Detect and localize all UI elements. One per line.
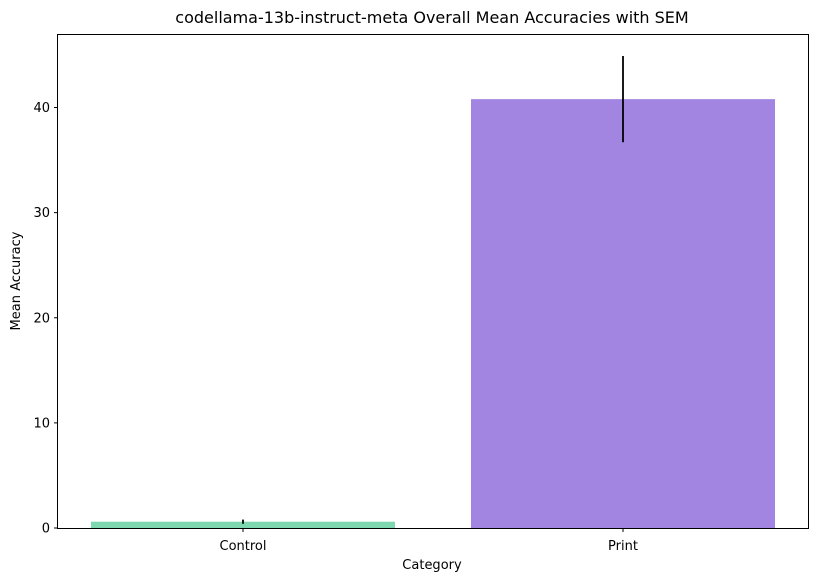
plot-area [91, 56, 775, 529]
x-tick-label: Control [220, 539, 267, 554]
y-axis-label: Mean Accuracy [9, 231, 24, 330]
plot-frame [57, 34, 809, 529]
x-axis: Control Print [220, 528, 638, 554]
chart-title: codellama-13b-instruct-meta Overall Mean… [175, 8, 688, 27]
y-tick-label: 20 [33, 311, 50, 326]
bar-print [471, 99, 775, 529]
y-tick-label: 10 [33, 416, 50, 431]
y-axis: 0 10 20 30 40 [33, 101, 58, 537]
y-tick-label: 40 [33, 101, 50, 116]
x-axis-label: Category [402, 558, 462, 573]
bar-control [91, 521, 395, 528]
y-tick-label: 30 [33, 206, 50, 221]
y-tick-label: 0 [42, 522, 50, 537]
x-tick-label: Print [608, 539, 638, 554]
